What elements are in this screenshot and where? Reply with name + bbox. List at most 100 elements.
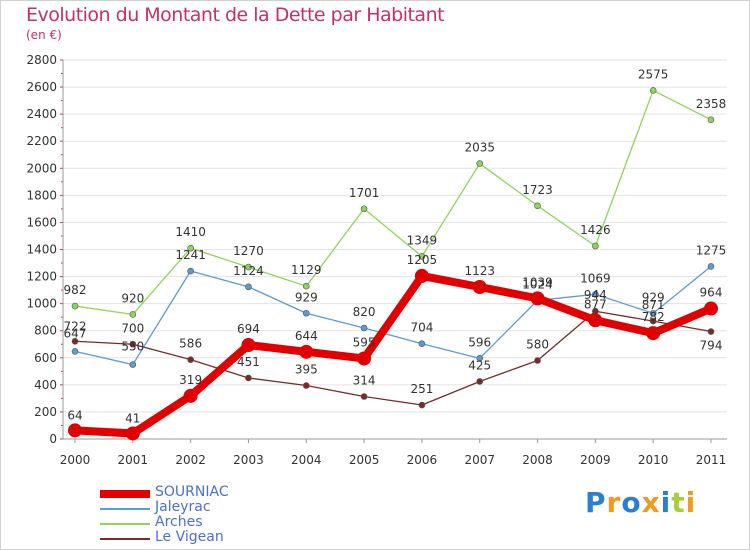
logo-letter: t: [671, 486, 686, 519]
series-line-arches: [74, 89, 712, 316]
data-point: [71, 302, 79, 310]
data-label: 451: [237, 355, 260, 369]
data-point: [472, 279, 487, 294]
y-tick-label: 1600: [26, 215, 57, 229]
data-point: [476, 378, 484, 385]
data-point: [187, 267, 194, 275]
data-label: 700: [121, 321, 144, 335]
data-point: [183, 388, 198, 403]
data-point: [360, 205, 368, 213]
logo-letter: x: [641, 486, 661, 519]
legend-label: Jaleyrac: [155, 499, 211, 515]
data-point: [241, 338, 256, 353]
series-line-le-vigean: [74, 310, 712, 406]
data-point: [357, 351, 372, 366]
data-label: 794: [700, 339, 723, 353]
x-tick-label: 2001: [118, 453, 149, 467]
data-label: 596: [468, 335, 491, 349]
data-label: 694: [237, 322, 260, 336]
data-label: 580: [526, 337, 549, 351]
x-tick-label: 2005: [349, 453, 380, 467]
x-tick-label: 2010: [638, 453, 669, 467]
data-label: 647: [64, 326, 87, 340]
legend-label: Le Vigean: [155, 529, 224, 545]
data-point: [649, 317, 657, 325]
data-label: 704: [410, 321, 433, 335]
data-label: 1123: [464, 264, 495, 278]
y-tick-label: 2800: [26, 53, 57, 67]
data-point: [302, 382, 310, 389]
data-label: 722: [64, 319, 87, 333]
data-point: [71, 337, 79, 345]
y-tick-label: 0: [49, 432, 57, 446]
y-tick-label: 200: [34, 405, 57, 419]
data-label: 319: [179, 373, 202, 387]
data-label: 1701: [349, 186, 380, 200]
data-point: [476, 355, 484, 362]
x-tick-label: 2009: [580, 453, 611, 467]
data-point: [530, 291, 545, 306]
y-tick-label: 2600: [26, 80, 57, 94]
data-label: 644: [295, 329, 318, 343]
data-label: 782: [642, 310, 665, 324]
chart-title: Evolution du Montant de la Dette par Hab…: [26, 4, 445, 26]
x-tick-label: 2011: [696, 453, 727, 467]
data-point: [418, 340, 426, 348]
data-point: [245, 283, 252, 291]
logo-letter: i: [660, 486, 672, 519]
y-tick-label: 2400: [26, 107, 57, 121]
data-label: 1069: [580, 271, 611, 285]
data-label: 982: [64, 283, 87, 297]
data-label: 1275: [696, 243, 727, 257]
data-label: 920: [121, 291, 144, 305]
y-tick-label: 800: [34, 324, 57, 338]
y-tick-label: 1000: [26, 297, 57, 311]
legend-swatch: [100, 490, 150, 498]
x-tick-label: 2008: [522, 453, 553, 467]
legend-swatch: [100, 508, 150, 510]
data-label: 944: [584, 288, 607, 302]
data-point: [649, 309, 657, 317]
legend-swatch: [100, 523, 150, 525]
x-tick-label: 2006: [407, 453, 438, 467]
data-point: [360, 324, 368, 332]
data-point: [649, 87, 657, 94]
data-point: [129, 340, 137, 348]
logo-letter: r: [606, 486, 622, 519]
data-label: 314: [353, 373, 376, 387]
data-label: 1124: [233, 264, 264, 278]
data-point: [592, 242, 599, 250]
data-label: 425: [468, 358, 491, 372]
data-point: [418, 401, 426, 409]
data-point: [704, 301, 718, 316]
data-point: [418, 253, 426, 260]
data-point: [129, 311, 137, 318]
chart-subtitle: (en €): [26, 28, 62, 42]
data-label: 395: [295, 363, 318, 377]
data-point: [707, 263, 715, 270]
data-point: [588, 313, 603, 328]
y-tick-label: 1200: [26, 270, 57, 284]
legend-label: Arches: [155, 514, 203, 530]
data-point: [129, 361, 137, 368]
proxiti-logo: Proxiti: [585, 486, 696, 519]
data-point: [125, 426, 140, 441]
y-tick-label: 2200: [26, 134, 57, 148]
data-label: 1426: [580, 223, 611, 237]
data-label: 929: [642, 290, 665, 304]
logo-letter: i: [685, 486, 697, 519]
logo-letter: P: [585, 486, 607, 519]
data-point: [302, 282, 310, 290]
x-tick-label: 2000: [60, 453, 91, 467]
logo-letter: o: [621, 486, 642, 519]
data-point: [360, 393, 368, 400]
data-label: 964: [700, 286, 723, 300]
data-point: [245, 374, 252, 382]
data-point: [299, 344, 314, 359]
data-point: [71, 348, 79, 355]
x-tick-label: 2004: [291, 453, 322, 467]
y-tick-label: 1400: [26, 243, 57, 257]
legend-swatch: [100, 538, 150, 540]
series-line-sourniac: [71, 271, 715, 438]
